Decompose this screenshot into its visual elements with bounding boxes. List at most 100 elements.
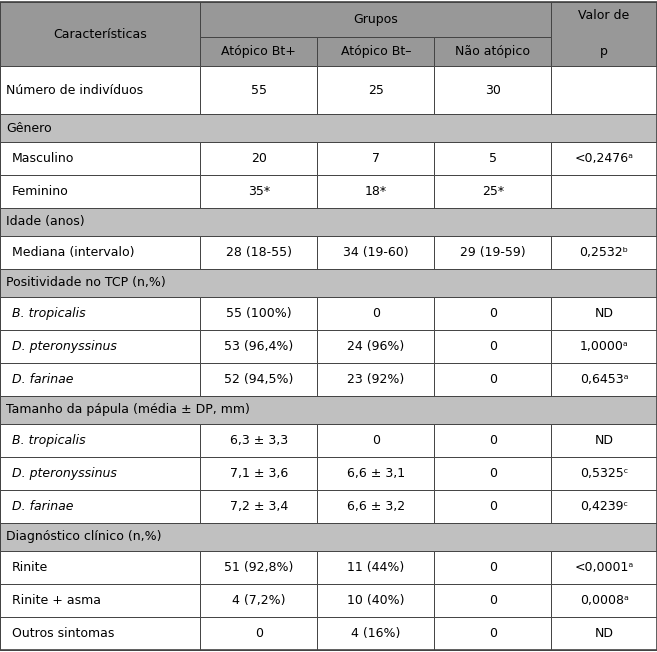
Text: Não atópico: Não atópico	[455, 45, 530, 58]
Text: 20: 20	[251, 152, 267, 165]
Text: Positividade no TCP (n,%): Positividade no TCP (n,%)	[6, 276, 166, 289]
Bar	[434, 424, 551, 456]
Bar	[434, 550, 551, 584]
Bar	[551, 297, 657, 330]
Bar	[434, 330, 551, 363]
Bar	[551, 584, 657, 617]
Bar	[434, 617, 551, 650]
Text: ND: ND	[595, 434, 614, 447]
Bar	[200, 363, 317, 396]
Text: 25*: 25*	[482, 185, 504, 198]
Text: Feminino: Feminino	[12, 185, 69, 198]
Bar	[434, 37, 551, 67]
Text: ND: ND	[595, 306, 614, 319]
Bar	[317, 424, 434, 456]
Bar	[317, 236, 434, 269]
Bar	[551, 330, 657, 363]
Bar	[0, 456, 200, 490]
Text: ND: ND	[595, 627, 614, 640]
Text: Tamanho da pápula (média ± DP, mm): Tamanho da pápula (média ± DP, mm)	[6, 403, 250, 416]
Text: 0: 0	[255, 627, 263, 640]
Bar	[200, 2, 551, 37]
Text: 0: 0	[489, 467, 497, 480]
Bar	[200, 175, 317, 208]
Bar	[551, 490, 657, 523]
Bar	[551, 617, 657, 650]
Text: 4 (7,2%): 4 (7,2%)	[232, 594, 286, 607]
Bar	[317, 456, 434, 490]
Text: p: p	[600, 45, 608, 58]
Text: D. pteronyssinus: D. pteronyssinus	[12, 467, 117, 480]
Bar	[551, 236, 657, 269]
Text: 25: 25	[368, 84, 384, 97]
Bar	[551, 550, 657, 584]
Text: 0,5325ᶜ: 0,5325ᶜ	[580, 467, 628, 480]
Text: Idade (anos): Idade (anos)	[6, 216, 85, 228]
Bar	[434, 175, 551, 208]
Bar	[317, 330, 434, 363]
Bar	[551, 175, 657, 208]
Text: 0,0008ᵃ: 0,0008ᵃ	[579, 594, 629, 607]
Bar	[0, 236, 200, 269]
Bar	[434, 363, 551, 396]
Bar	[200, 550, 317, 584]
Bar	[551, 2, 657, 67]
Text: Masculino: Masculino	[12, 152, 74, 165]
Bar	[0, 584, 200, 617]
Bar	[434, 584, 551, 617]
Bar	[434, 236, 551, 269]
Bar	[200, 330, 317, 363]
Bar	[317, 550, 434, 584]
Bar	[317, 37, 434, 67]
Text: 7,2 ± 3,4: 7,2 ± 3,4	[230, 500, 288, 513]
Text: 53 (96,4%): 53 (96,4%)	[224, 340, 294, 353]
Text: 6,6 ± 3,1: 6,6 ± 3,1	[347, 467, 405, 480]
Bar	[0, 363, 200, 396]
Text: 7,1 ± 3,6: 7,1 ± 3,6	[230, 467, 288, 480]
Bar	[0, 269, 657, 297]
Text: 7: 7	[372, 152, 380, 165]
Bar	[200, 490, 317, 523]
Bar	[200, 37, 317, 67]
Text: 51 (92,8%): 51 (92,8%)	[224, 561, 294, 574]
Text: 55 (100%): 55 (100%)	[226, 306, 292, 319]
Bar	[434, 142, 551, 175]
Bar	[317, 363, 434, 396]
Text: D. farinae: D. farinae	[12, 373, 74, 386]
Bar	[551, 456, 657, 490]
Bar	[0, 617, 200, 650]
Bar	[551, 67, 657, 114]
Text: 55: 55	[251, 84, 267, 97]
Bar	[200, 142, 317, 175]
Text: 6,3 ± 3,3: 6,3 ± 3,3	[230, 434, 288, 447]
Text: 30: 30	[485, 84, 501, 97]
Text: Rinite: Rinite	[12, 561, 48, 574]
Text: 0: 0	[489, 627, 497, 640]
Text: Rinite + asma: Rinite + asma	[12, 594, 101, 607]
Text: 28 (18-55): 28 (18-55)	[226, 246, 292, 259]
Text: 0: 0	[372, 434, 380, 447]
Text: 0,4239ᶜ: 0,4239ᶜ	[580, 500, 628, 513]
Bar	[200, 424, 317, 456]
Text: 0: 0	[372, 306, 380, 319]
Bar	[0, 523, 657, 550]
Bar	[0, 114, 657, 142]
Text: 0: 0	[489, 561, 497, 574]
Text: 24 (96%): 24 (96%)	[347, 340, 405, 353]
Bar	[317, 584, 434, 617]
Text: 5: 5	[489, 152, 497, 165]
Text: 0,6453ᵃ: 0,6453ᵃ	[580, 373, 628, 386]
Text: B. tropicalis: B. tropicalis	[12, 434, 85, 447]
Bar	[0, 175, 200, 208]
Text: Número de indivíduos: Número de indivíduos	[6, 84, 143, 97]
Bar	[434, 67, 551, 114]
Text: Outros sintomas: Outros sintomas	[12, 627, 114, 640]
Text: 0: 0	[489, 434, 497, 447]
Bar	[551, 424, 657, 456]
Bar	[0, 424, 200, 456]
Text: D. farinae: D. farinae	[12, 500, 74, 513]
Text: 4 (16%): 4 (16%)	[351, 627, 401, 640]
Bar	[200, 67, 317, 114]
Bar	[434, 456, 551, 490]
Text: 1,0000ᵃ: 1,0000ᵃ	[579, 340, 629, 353]
